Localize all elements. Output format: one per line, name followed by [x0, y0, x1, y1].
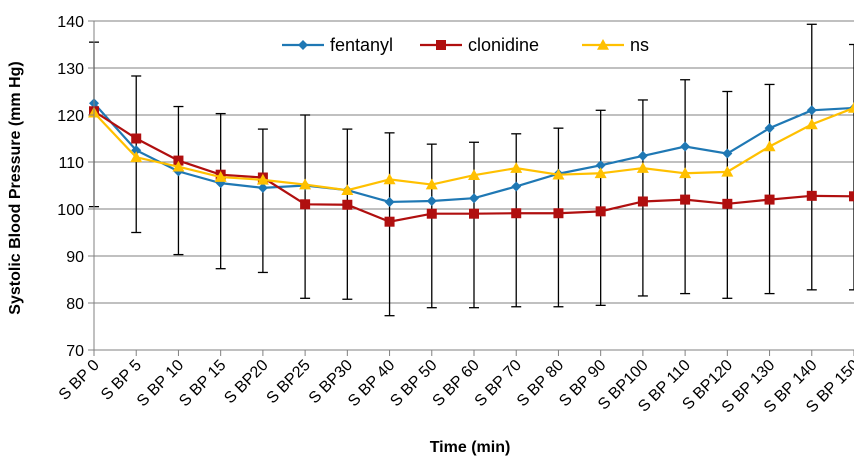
point-clonidine [426, 208, 437, 219]
point-ns [805, 118, 818, 130]
legend-label-fentanyl: fentanyl [330, 35, 393, 55]
point-clonidine [553, 208, 564, 219]
y-tick-label: 110 [58, 155, 84, 172]
point-fentanyl [806, 105, 817, 116]
point-ns [679, 167, 692, 179]
point-fentanyl [257, 182, 268, 193]
y-tick-label: 100 [57, 202, 84, 219]
point-ns [468, 169, 480, 180]
point-fentanyl [722, 148, 733, 159]
legend: fentanyl clonidine ns [282, 35, 649, 55]
point-fentanyl [680, 141, 691, 152]
point-clonidine [595, 206, 606, 217]
point-ns [848, 101, 854, 113]
point-fentanyl [764, 123, 775, 134]
point-ns [721, 165, 734, 177]
y-tick-label: 130 [57, 61, 84, 78]
x-tick-label: S BP 15 [176, 357, 229, 410]
point-ns [172, 160, 185, 172]
legend-label-ns: ns [630, 35, 649, 55]
point-clonidine [469, 208, 479, 219]
x-tick-label: S BP20 [221, 357, 271, 407]
point-clonidine [300, 199, 311, 210]
point-ns [130, 151, 143, 163]
point-ns [341, 184, 354, 195]
point-fentanyl [511, 181, 522, 192]
point-ns [763, 140, 776, 152]
x-tick-label: S BP 0 [56, 357, 103, 404]
point-ns [383, 173, 396, 185]
point-fentanyl [131, 145, 142, 156]
point-ns [594, 167, 607, 179]
point-ns [299, 178, 312, 190]
point-clonidine [384, 216, 395, 227]
legend-marker-ns [597, 39, 609, 50]
point-clonidine [722, 198, 733, 209]
y-tick-label: 90 [66, 249, 84, 266]
y-axis-title: Systolic Blood Pressure (mm Hg) [7, 61, 24, 314]
point-ns [214, 171, 227, 182]
x-axis-title: Time (min) [430, 439, 511, 456]
point-clonidine [173, 155, 184, 166]
y-tick-label: 140 [57, 14, 84, 31]
point-clonidine [131, 133, 142, 144]
y-tick-label: 70 [66, 343, 84, 360]
point-ns [552, 168, 565, 180]
point-ns [425, 178, 438, 190]
legend-marker-clonidine [436, 40, 446, 50]
error-bars [89, 23, 854, 317]
point-clonidine [342, 199, 353, 210]
point-clonidine [806, 190, 817, 201]
point-clonidine [511, 208, 522, 219]
point-fentanyl [469, 193, 479, 204]
point-fentanyl [595, 160, 606, 171]
point-clonidine [849, 191, 854, 202]
legend-label-clonidine: clonidine [468, 35, 539, 55]
x-tick-label: S BP25 [264, 357, 314, 407]
point-fentanyl [637, 150, 648, 161]
y-tick-label: 80 [66, 296, 84, 313]
legend-marker-fentanyl [298, 40, 308, 50]
point-clonidine [680, 194, 691, 205]
point-fentanyl [384, 196, 395, 207]
point-fentanyl [426, 196, 437, 207]
point-ns [256, 173, 269, 185]
point-clonidine [637, 196, 648, 207]
y-tick-label: 120 [57, 108, 84, 125]
point-ns [636, 162, 649, 173]
point-ns [510, 162, 523, 173]
point-clonidine [764, 194, 775, 205]
